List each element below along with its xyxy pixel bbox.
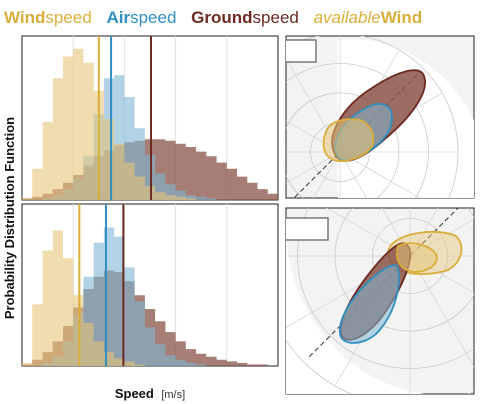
legend-wind-rest: speed [45, 8, 91, 27]
autumn-polar-spoke [326, 208, 411, 257]
legend-avail-bold: Wind [381, 8, 422, 27]
legend-title: Windspeed Airspeed Groundspeed available… [4, 8, 422, 27]
autumn-airspeed-blob [338, 264, 400, 344]
autumn-windspeed-inner-blob [396, 242, 438, 273]
spring-polar-plot [286, 36, 474, 198]
autumn-polar-spoke [409, 218, 474, 257]
spring-season-box [286, 39, 317, 63]
autumn-polar-spoke [409, 255, 474, 294]
legend-ground-bold: Ground [191, 8, 252, 27]
legend-avail-italic: available [314, 8, 381, 27]
autumn-polar-fan [286, 230, 468, 394]
x-axis-label: Speed [m/s] [115, 385, 185, 402]
autumn-polar-spoke [409, 255, 474, 368]
spring-polar-spoke [312, 151, 341, 198]
spring-polar-content [286, 36, 474, 198]
x-axis-label-bold: Speed [115, 386, 154, 401]
autumn-polar-spoke [409, 208, 439, 257]
legend-air-bold: Air [106, 8, 130, 27]
autumn-polar-spoke [381, 208, 411, 257]
autumn-histogram-plot [22, 204, 278, 366]
autumn-polar-content [286, 208, 474, 394]
spring-polar-panel [285, 35, 475, 199]
x-axis-label-unit: [m/s] [161, 389, 185, 401]
legend-air-rest: speed [130, 8, 176, 27]
y-axis-label: Probability Distribution Function [2, 117, 17, 319]
spring-polar-spoke [339, 151, 421, 198]
spring-windspeed-area [22, 48, 278, 201]
spring-windspeed-blob [322, 118, 375, 162]
legend-ground-rest: speed [253, 8, 299, 27]
autumn-histogram-panel [21, 203, 279, 367]
autumn-polar-panel [285, 207, 475, 395]
autumn-polar-plot [286, 208, 474, 394]
spring-histogram-plot [22, 36, 278, 201]
spring-histogram-panel [21, 35, 279, 201]
autumn-windspeed-area [22, 230, 278, 366]
autumn-season-box [286, 217, 329, 241]
spring-polar-spoke [339, 151, 368, 198]
spring-polar-spoke [286, 151, 341, 184]
legend-wind-bold: Wind [4, 8, 45, 27]
